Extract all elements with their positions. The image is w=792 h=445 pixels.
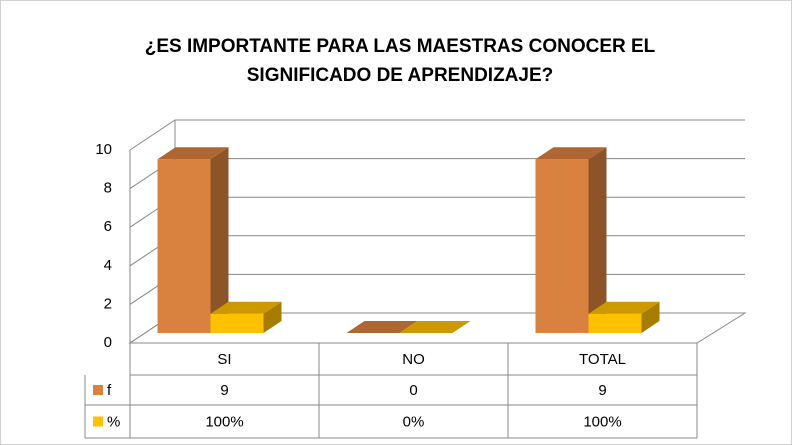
x-tick-label: NO	[402, 351, 425, 368]
bar-top	[399, 321, 471, 333]
bar-front	[535, 159, 589, 333]
bar-side	[588, 147, 607, 333]
bar-top	[346, 321, 418, 333]
grid-line	[129, 119, 745, 151]
x-tick-label: TOTAL	[579, 351, 626, 368]
bar-front	[210, 313, 264, 333]
bar-top	[535, 147, 607, 160]
x-tick-label: SI	[217, 351, 231, 368]
legend-label: %	[107, 413, 120, 430]
table-value: 9	[220, 382, 228, 399]
bar-top	[588, 301, 660, 314]
legend-label: f	[107, 382, 112, 399]
table-value: 0	[409, 382, 417, 399]
chart-title: ¿ES IMPORTANTE PARA LAS MAESTRAS CONOCER…	[145, 36, 656, 57]
y-tick-label: 0	[104, 334, 112, 351]
bar-front	[157, 159, 211, 333]
bar-front	[588, 313, 642, 333]
table-value: 100%	[205, 413, 243, 430]
bar-side	[641, 301, 660, 333]
y-tick-label: 10	[95, 141, 112, 158]
legend-key	[93, 385, 103, 395]
y-tick-label: 4	[104, 257, 112, 274]
bar-side	[263, 301, 282, 333]
table-value: 9	[598, 382, 606, 399]
y-tick-label: 6	[104, 218, 112, 235]
bar-top	[157, 147, 229, 160]
table-value: 0%	[403, 413, 425, 430]
y-tick-label: 8	[104, 180, 112, 197]
table-value: 100%	[583, 413, 621, 430]
legend-key	[93, 416, 103, 427]
bar-side	[210, 147, 229, 333]
y-tick-label: 2	[104, 295, 112, 312]
bar-top	[210, 301, 282, 314]
chart-title: SIGNIFICADO DE APRENDIZAJE?	[247, 65, 554, 86]
